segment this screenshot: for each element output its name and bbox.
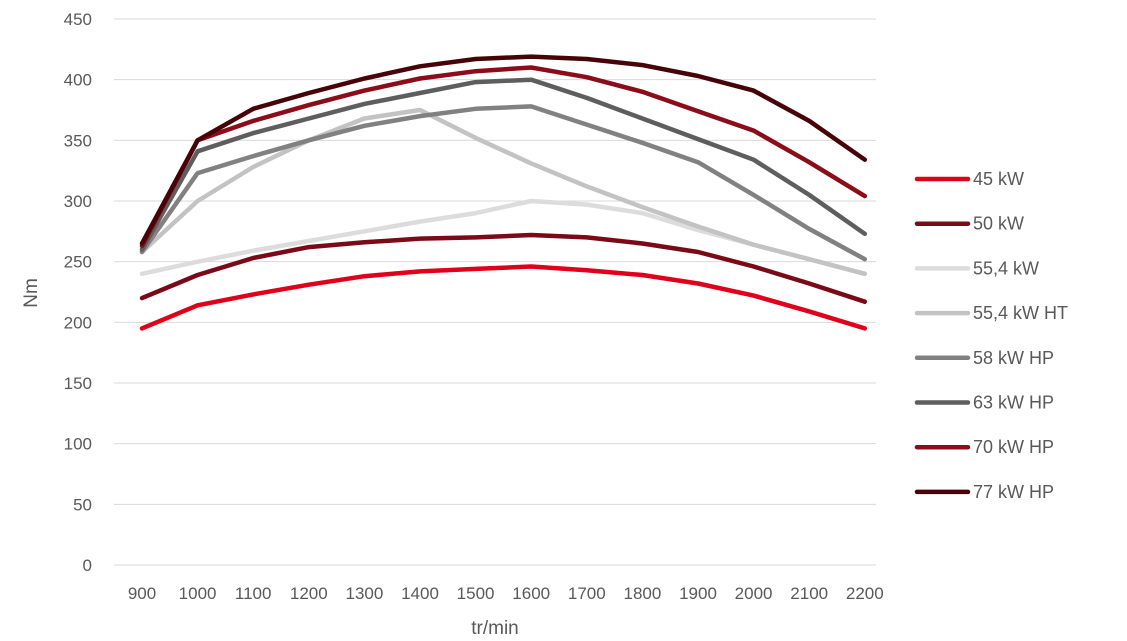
x-tick-label: 1100 xyxy=(235,584,272,603)
legend-label: 77 kW HP xyxy=(973,482,1054,502)
legend-label: 70 kW HP xyxy=(973,437,1054,457)
series-line-7 xyxy=(139,65,868,249)
x-tick-label: 1700 xyxy=(568,584,606,603)
y-tick-label: 350 xyxy=(64,131,92,150)
x-tick-label: 1900 xyxy=(679,584,717,603)
x-tick-label: 2000 xyxy=(735,584,773,603)
x-tick-label: 1800 xyxy=(623,584,661,603)
y-tick-label: 400 xyxy=(64,71,92,90)
legend-label: 45 kW xyxy=(973,169,1024,189)
x-tick-label: 2200 xyxy=(846,584,884,603)
legend-label: 58 kW HP xyxy=(973,348,1054,368)
y-tick-label: 450 xyxy=(64,10,92,29)
legend-label: 50 kW xyxy=(973,214,1024,234)
y-axis-ticks: 0 50 100 150 200 250 300 350 400 450 xyxy=(64,10,92,575)
x-tick-label: 1400 xyxy=(401,584,439,603)
gridlines xyxy=(114,18,876,566)
y-tick-label: 50 xyxy=(73,495,92,514)
y-tick-label: 150 xyxy=(64,374,92,393)
y-tick-label: 300 xyxy=(64,192,92,211)
legend-label: 55,4 kW xyxy=(973,258,1039,278)
legend-label: 63 kW HP xyxy=(973,393,1054,413)
series-line-1 xyxy=(139,264,868,331)
x-axis-label: tr/min xyxy=(471,618,519,639)
y-tick-label: 0 xyxy=(83,556,92,575)
series-line-2 xyxy=(139,232,868,304)
series-lines xyxy=(139,54,868,331)
y-tick-label: 200 xyxy=(64,313,92,332)
y-tick-label: 100 xyxy=(64,435,92,454)
series-line-6 xyxy=(139,77,868,252)
x-tick-label: 900 xyxy=(128,584,156,603)
series-line-5 xyxy=(139,104,868,262)
x-tick-label: 1200 xyxy=(290,584,328,603)
x-axis-ticks: 900 1000 1100 1200 1300 1400 1500 1600 1700 1800 1… xyxy=(128,584,884,603)
x-tick-label: 1000 xyxy=(179,584,217,603)
x-tick-label: 1600 xyxy=(512,584,550,603)
x-tick-label: 1500 xyxy=(457,584,495,603)
series-line-4 xyxy=(139,107,868,277)
y-axis-label: Nm xyxy=(21,278,42,308)
x-tick-label: 2100 xyxy=(790,584,828,603)
legend: 45 kW 50 kW 55,4 kW 55,4 kW HT 58 kW HP 63 kW… xyxy=(914,169,1068,502)
x-tick-label: 1300 xyxy=(345,584,383,603)
series-line-8 xyxy=(139,54,868,246)
y-tick-label: 250 xyxy=(64,253,92,272)
legend-label: 55,4 kW HT xyxy=(973,303,1068,323)
